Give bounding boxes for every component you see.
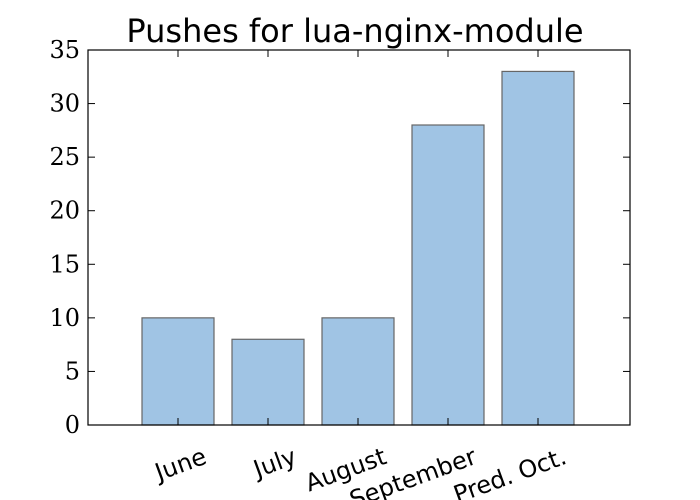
bar-july <box>231 338 305 426</box>
bar-september <box>411 124 485 426</box>
y-tick-label: 15 <box>49 250 80 278</box>
y-tick-label: 35 <box>49 36 80 64</box>
y-tick-label: 25 <box>49 143 80 171</box>
bar-june <box>141 317 215 426</box>
y-tick-label: 20 <box>49 197 80 225</box>
y-tick-labels: 0 5 10 15 20 25 30 35 <box>49 36 80 439</box>
y-tick-label: 5 <box>65 357 80 385</box>
y-tick-label: 0 <box>65 411 80 439</box>
y-tick-label: 10 <box>49 304 80 332</box>
x-tick-label: June <box>149 442 210 487</box>
x-tick-label: July <box>248 442 300 484</box>
bar-august <box>321 317 395 426</box>
bars-group <box>141 70 575 426</box>
bar-pred-oct <box>501 70 575 426</box>
chart-title: Pushes for lua-nginx-module <box>126 12 583 50</box>
plot-frame <box>87 49 631 426</box>
y-tick-label: 30 <box>49 90 80 118</box>
